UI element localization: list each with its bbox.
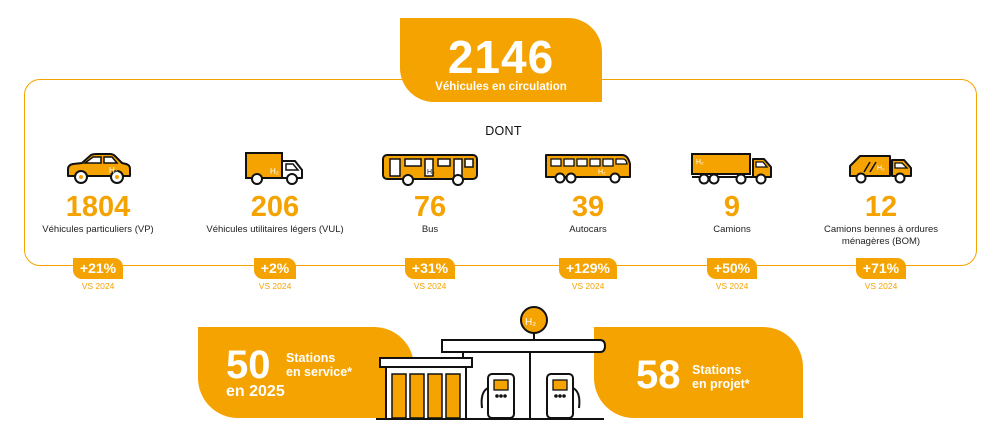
pump-icon xyxy=(546,373,581,419)
category-autocars: H₂ 39 Autocars +129% VS 2024 xyxy=(513,148,663,291)
category-bus: H₂ 76 Bus +31% VS 2024 xyxy=(355,148,505,291)
change-badge: +129% xyxy=(559,258,617,279)
h2-sign-icon xyxy=(520,306,548,334)
dont-label: DONT xyxy=(485,124,522,138)
stations-service-value: 50 xyxy=(226,343,271,387)
category-label: Véhicules particuliers (VP) xyxy=(42,224,154,235)
pump-icon xyxy=(480,373,515,419)
category-label: Autocars xyxy=(569,224,607,235)
total-vehicles-value: 2146 xyxy=(447,31,555,83)
category-value: 1804 xyxy=(65,191,131,223)
category-label: Bus xyxy=(421,224,439,235)
stations-projet-label-1: Stations xyxy=(692,363,742,377)
h2-text: H₂ xyxy=(598,169,606,176)
change-badge: +50% xyxy=(706,258,758,279)
stations-service-label-1: Stations xyxy=(286,351,336,365)
category-value: 9 xyxy=(723,191,741,223)
h2-text: H₂ xyxy=(109,166,118,175)
vs-label: VS 2024 xyxy=(715,281,749,291)
vs-label: VS 2024 xyxy=(571,281,605,291)
category-vp: H₂ 1804 Véhicules particuliers (VP) +21%… xyxy=(23,148,173,291)
car-icon: H₂ xyxy=(23,148,173,186)
category-label: Camions bennes à ordures ménagères (BOM) xyxy=(823,224,939,247)
truck-icon: H₂ xyxy=(657,148,807,186)
stations-projet-value: 58 xyxy=(636,353,681,397)
stations-service-year: en 2025 xyxy=(226,383,285,400)
change-badge: +2% xyxy=(253,258,297,279)
category-value: 39 xyxy=(571,191,605,223)
category-camions: H₂ 9 Camions +50% VS 2024 xyxy=(657,148,807,291)
h2-text: H₂ xyxy=(696,159,704,166)
stations-projet-label-2: en projet* xyxy=(692,377,750,391)
category-bom: H₂ 12 Camions bennes à ordures ménagères… xyxy=(806,148,956,291)
total-vehicles-label: Véhicules en circulation xyxy=(435,81,567,93)
hydrogen-station-illustration: H₂ xyxy=(376,306,607,420)
category-vul: H₂ 206 Véhicules utilitaires légers (VUL… xyxy=(200,148,350,291)
vs-label: VS 2024 xyxy=(81,281,115,291)
h2-text: H₂ xyxy=(427,169,435,176)
vs-label: VS 2024 xyxy=(258,281,292,291)
garbage-truck-icon: H₂ xyxy=(806,148,956,186)
h2-text: H₂ xyxy=(270,167,279,176)
category-label: Camions xyxy=(713,224,751,235)
vs-label: VS 2024 xyxy=(413,281,447,291)
change-badge: +71% xyxy=(855,258,907,279)
category-value: 206 xyxy=(250,191,300,223)
category-value: 76 xyxy=(413,191,447,223)
h2-text: H₂ xyxy=(525,317,536,328)
change-badge: +21% xyxy=(72,258,124,279)
category-label: Véhicules utilitaires légers (VUL) xyxy=(206,224,344,235)
total-vehicles-badge: 2146 Véhicules en circulation xyxy=(400,18,602,102)
change-badge: +31% xyxy=(404,258,456,279)
h2-text: H₂ xyxy=(877,165,885,172)
coach-icon: H₂ xyxy=(513,148,663,186)
vs-label: VS 2024 xyxy=(864,281,898,291)
van-icon: H₂ xyxy=(200,148,350,186)
bus-icon: H₂ xyxy=(355,148,505,186)
stations-service-label-2: en service* xyxy=(286,365,353,379)
stations-projet-panel: 58 Stations en projet* xyxy=(594,327,803,418)
category-value: 12 xyxy=(864,191,898,223)
stations-service-panel: 50 Stations en service* en 2025 xyxy=(198,327,414,418)
